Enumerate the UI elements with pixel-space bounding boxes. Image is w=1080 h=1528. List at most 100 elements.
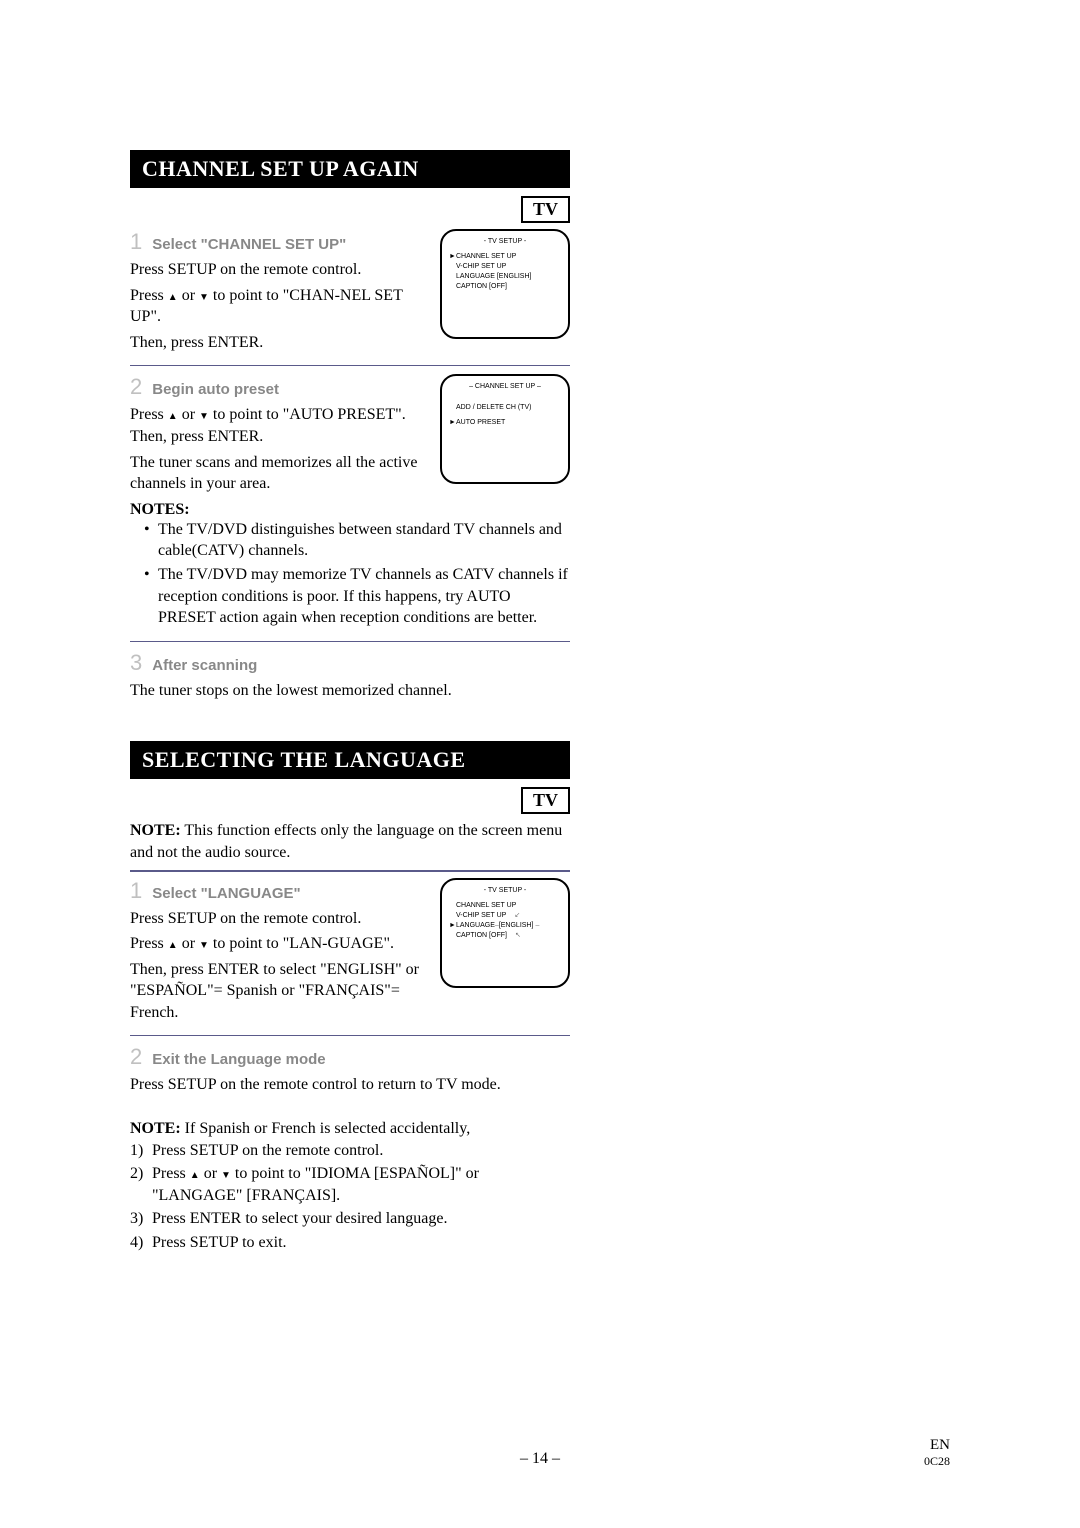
body-text: Then, press ENTER to select "ENGLISH" or… <box>130 959 430 1024</box>
item-text: Press SETUP on the remote control. <box>152 1142 383 1159</box>
tv-badge-2: TV <box>521 787 570 814</box>
item-text: Press ENTER to select your desired langu… <box>152 1210 447 1227</box>
list-item: 1)Press SETUP on the remote control. <box>130 1140 570 1162</box>
osd-arrow-icon: ► <box>449 252 456 261</box>
step-title: Begin auto preset <box>152 381 279 398</box>
divider <box>130 1035 570 1036</box>
list-item: 2)Press or to point to "IDIOMA [ESPAÑOL]… <box>130 1163 570 1206</box>
item-num: 4) <box>130 1232 143 1254</box>
step-number: 2 <box>130 1044 142 1069</box>
dash-icon: – <box>535 921 539 930</box>
step-title: After scanning <box>152 657 257 674</box>
arrow-down-icon <box>199 287 209 304</box>
divider <box>130 365 570 366</box>
step-number: 1 <box>130 229 142 254</box>
list-item: 4) Press SETUP to exit. <box>130 1232 570 1254</box>
footer-code: 0C28 <box>924 1454 950 1468</box>
section1-step1-text: 1 Select "CHANNEL SET UP" Press SETUP on… <box>130 229 440 353</box>
arrow-up-icon <box>168 935 178 952</box>
divider <box>130 641 570 642</box>
note-text: If Spanish or French is selected acciden… <box>181 1120 471 1137</box>
section2-intro: NOTE: This function effects only the lan… <box>130 820 570 863</box>
note-text: This function effects only the language … <box>130 822 562 861</box>
item-num: 2) <box>130 1163 143 1185</box>
osd-item: CHANNEL SET UP <box>456 252 516 261</box>
item-text: or <box>200 1165 221 1182</box>
osd-bracket: [ENGLISH] <box>499 921 534 930</box>
osd-title: - TV SETUP - <box>446 237 564 246</box>
tv-badge-row-2: TV <box>130 787 570 814</box>
body-text: Press SETUP on the remote control. <box>130 259 430 281</box>
step-number: 2 <box>130 374 142 399</box>
corner-arrow-icon: ↙ <box>514 911 520 920</box>
body-text: Press or to point to "CHAN-NEL SET UP". <box>130 285 430 328</box>
arrow-up-icon <box>168 287 178 304</box>
body-text: Press SETUP on the remote control to ret… <box>130 1074 570 1096</box>
osd-item: CAPTION [OFF] <box>456 931 507 940</box>
osd-item: V-CHIP SET UP <box>456 262 506 271</box>
notes-list: The TV/DVD distinguishes between standar… <box>130 519 570 629</box>
text: Press <box>130 935 168 952</box>
divider <box>130 870 570 872</box>
section1-step2-text: 2 Begin auto preset Press or to point to… <box>130 374 440 494</box>
osd-arrow-icon: ► <box>449 921 456 930</box>
text: Press <box>130 406 168 423</box>
text: or <box>178 287 199 304</box>
osd-title: – CHANNEL SET UP – <box>446 382 564 391</box>
item-text: Press SETUP to exit. <box>152 1234 287 1251</box>
body-text: Press or to point to "AUTO PRESET". Then… <box>130 404 430 447</box>
arrow-down-icon <box>199 406 209 423</box>
section2-step2: 2 Exit the Language mode Press SETUP on … <box>130 1044 570 1096</box>
arrow-up-icon <box>168 406 178 423</box>
arrow-down-icon <box>221 1165 231 1182</box>
section1-step3: 3 After scanning The tuner stops on the … <box>130 650 570 702</box>
note-label: NOTE: <box>130 1120 181 1137</box>
note-item: The TV/DVD distinguishes between standar… <box>144 519 570 562</box>
osd-item: AUTO PRESET <box>456 418 505 427</box>
osd-item: CAPTION [OFF] <box>456 282 507 291</box>
step-number: 1 <box>130 878 142 903</box>
step-number: 3 <box>130 650 142 675</box>
footer: – 14 – EN 0C28 <box>0 1436 1080 1468</box>
step-title: Select "CHANNEL SET UP" <box>152 236 346 253</box>
text: or <box>178 406 199 423</box>
osd-title: - TV SETUP - <box>446 886 564 895</box>
tv-badge-1: TV <box>521 196 570 223</box>
item-text: Press <box>152 1165 190 1182</box>
body-text: The tuner scans and memorizes all the ac… <box>130 452 430 495</box>
corner-arrow-icon: ↖ <box>515 931 521 940</box>
page-number: – 14 – <box>520 1450 560 1468</box>
text: Press <box>130 287 168 304</box>
osd-item: CHANNEL SET UP <box>456 901 516 910</box>
body-text: Press SETUP on the remote control. <box>130 908 430 930</box>
section1-header: CHANNEL SET UP AGAIN <box>130 150 570 188</box>
item-num: 3) <box>130 1208 143 1230</box>
footer-lang: EN <box>924 1436 950 1454</box>
osd-tv-setup-1: - TV SETUP - ►CHANNEL SET UP V-CHIP SET … <box>440 229 570 339</box>
tv-badge-row-1: TV <box>130 196 570 223</box>
text: or <box>178 935 199 952</box>
section2-step1-text: 1 Select "LANGUAGE" Press SETUP on the r… <box>130 878 440 1024</box>
osd-item: ADD / DELETE CH (TV) <box>456 403 531 412</box>
note-item: The TV/DVD may memorize TV channels as C… <box>144 564 570 629</box>
section1-step1: 1 Select "CHANNEL SET UP" Press SETUP on… <box>130 229 570 353</box>
body-text: Press or to point to "LAN-GUAGE". <box>130 933 430 955</box>
section1-step2: 2 Begin auto preset Press or to point to… <box>130 374 570 494</box>
accidental-note: NOTE: If Spanish or French is selected a… <box>130 1118 570 1140</box>
accidental-list: 1)Press SETUP on the remote control. 2) P… <box>130 1140 570 1254</box>
osd-tv-setup-2: - TV SETUP - CHANNEL SET UP V-CHIP SET U… <box>440 878 570 988</box>
notes-label: NOTES: <box>130 501 570 519</box>
list-item: 3) Press ENTER to select your desired lan… <box>130 1208 570 1230</box>
body-text: The tuner stops on the lowest memorized … <box>130 680 570 702</box>
note-label: NOTE: <box>130 822 181 839</box>
footer-right: EN 0C28 <box>924 1436 950 1468</box>
osd-channel-setup: – CHANNEL SET UP – ADD / DELETE CH (TV) … <box>440 374 570 484</box>
content-column: CHANNEL SET UP AGAIN TV 1 Select "CHANNE… <box>130 150 570 1254</box>
step-title: Select "LANGUAGE" <box>152 885 300 902</box>
arrow-up-icon <box>190 1165 200 1182</box>
arrow-down-icon <box>199 935 209 952</box>
step-title: Exit the Language mode <box>152 1051 325 1068</box>
page: CHANNEL SET UP AGAIN TV 1 Select "CHANNE… <box>0 0 1080 1528</box>
section2-step1: 1 Select "LANGUAGE" Press SETUP on the r… <box>130 878 570 1024</box>
osd-item: LANGUAGE <box>456 921 495 930</box>
